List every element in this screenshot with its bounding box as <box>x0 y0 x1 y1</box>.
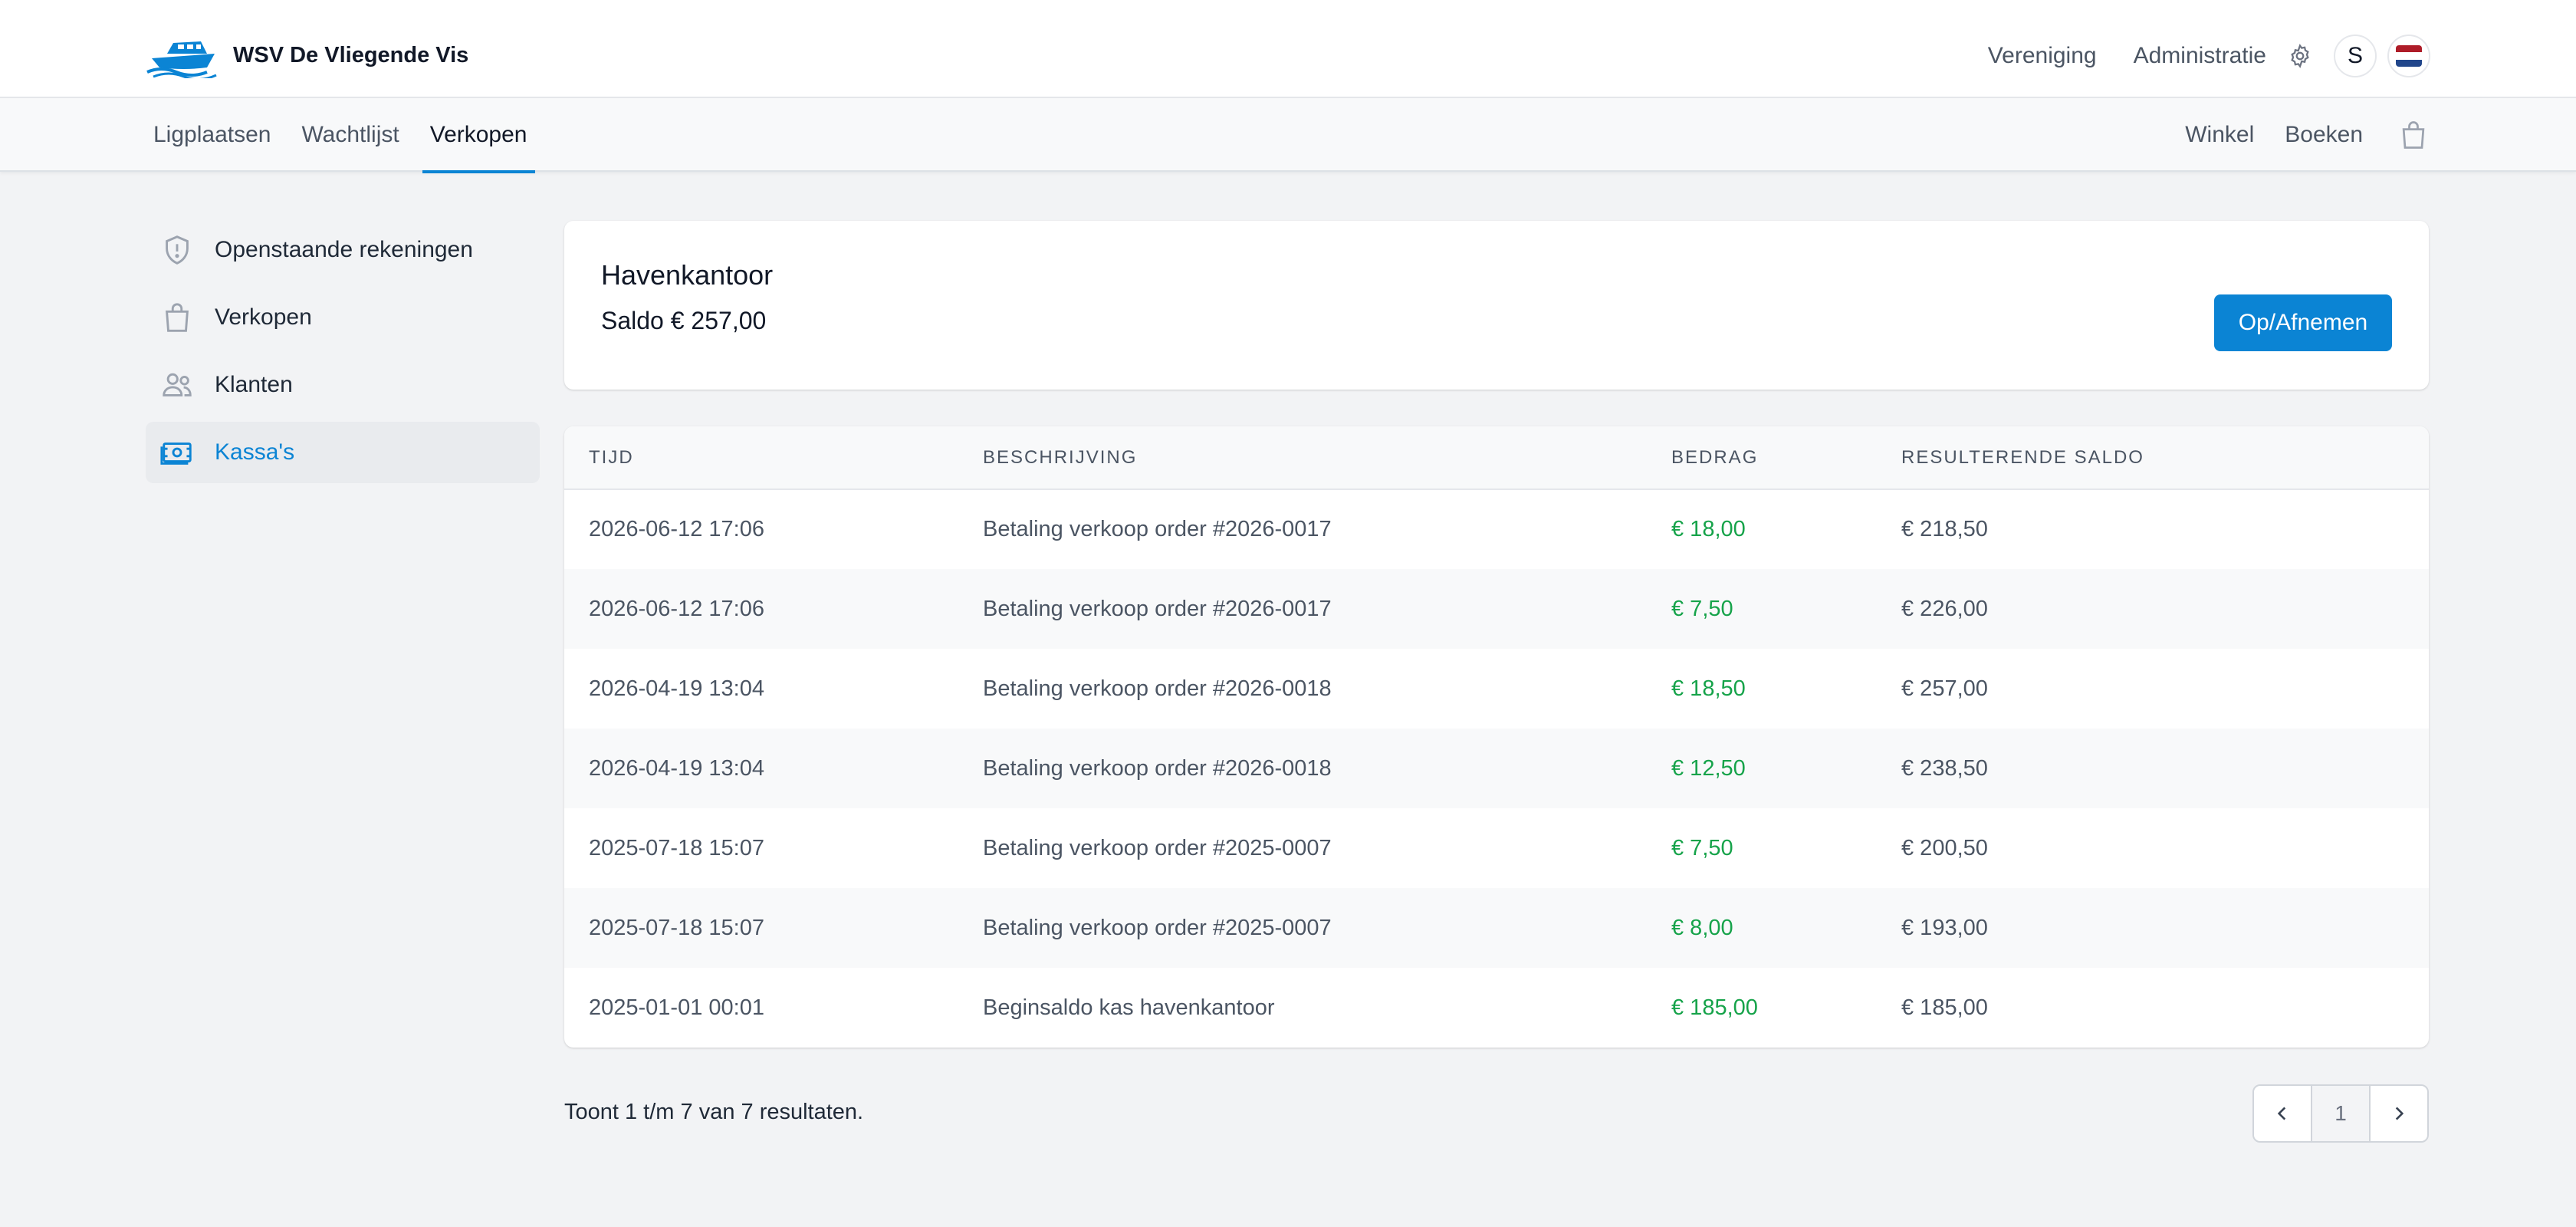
cell-beschrijving: Betaling verkoop order #2026-0017 <box>983 517 1332 541</box>
transactions-table: TIJD BESCHRIJVING BEDRAG RESULTERENDE SA… <box>564 426 2429 1048</box>
column-header-bedrag: BEDRAG <box>1671 446 1759 468</box>
top-nav: Vereniging Administratie S <box>1951 31 2430 81</box>
page-number-current[interactable]: 1 <box>2311 1086 2371 1141</box>
nav-link-winkel[interactable]: Winkel <box>2185 122 2255 147</box>
top-header: WSV De Vliegende Vis Vereniging Administ… <box>0 0 2576 98</box>
sub-navigation: Ligplaatsen Wachtlijst Verkopen Winkel B… <box>0 98 2576 173</box>
tab-wachtlijst[interactable]: Wachtlijst <box>301 122 399 147</box>
chevron-left-icon <box>2277 1107 2286 1120</box>
cell-bedrag: € 18,00 <box>1671 517 1746 541</box>
cell-beschrijving: Betaling verkoop order #2026-0018 <box>983 755 1332 781</box>
cell-resulterende-saldo: € 200,50 <box>1901 835 1988 860</box>
cell-resulterende-saldo: € 226,00 <box>1901 596 1988 621</box>
tab-verkopen[interactable]: Verkopen <box>422 98 535 173</box>
kassa-saldo: Saldo € 257,00 <box>601 307 767 334</box>
nav-link-boeken[interactable]: Boeken <box>2285 122 2363 147</box>
cell-resulterende-saldo: € 218,50 <box>1901 517 1988 541</box>
cell-bedrag: € 7,50 <box>1671 596 1733 621</box>
brand-name: WSV De Vliegende Vis <box>233 42 469 67</box>
chevron-right-icon <box>2395 1107 2404 1120</box>
cell-bedrag: € 18,50 <box>1671 676 1746 701</box>
cell-beschrijving: Betaling verkoop order #2026-0018 <box>983 676 1332 701</box>
users-icon <box>163 373 192 396</box>
table-row: 2025-07-18 15:07 Betaling verkoop order … <box>564 888 2429 968</box>
sidebar-item-label: Verkopen <box>215 304 312 330</box>
cell-resulterende-saldo: € 238,50 <box>1901 755 1988 781</box>
cell-bedrag: € 185,00 <box>1671 995 1758 1020</box>
table-row: 2026-04-19 13:04 Betaling verkoop order … <box>564 729 2429 808</box>
sidebar-item-label: Klanten <box>215 372 293 397</box>
boat-logo-icon <box>146 41 217 78</box>
shield-exclamation-icon <box>166 235 189 265</box>
next-page-button[interactable] <box>2371 1086 2427 1141</box>
cell-resulterende-saldo: € 257,00 <box>1901 676 1988 701</box>
op-afnemen-button[interactable]: Op/Afnemen <box>2214 294 2392 351</box>
table-row: 2026-06-12 17:06 Betaling verkoop order … <box>564 569 2429 649</box>
sidebar-item-openstaande-rekeningen[interactable]: Openstaande rekeningen <box>146 219 540 281</box>
nav-link-administratie[interactable]: Administratie <box>2133 43 2266 68</box>
nav-link-vereniging[interactable]: Vereniging <box>1987 43 2097 68</box>
shopping-bag-icon <box>166 303 189 332</box>
cell-tijd: 2025-01-01 00:01 <box>589 995 764 1020</box>
transactions-table-card: TIJD BESCHRIJVING BEDRAG RESULTERENDE SA… <box>564 426 2429 1048</box>
cash-icon <box>160 442 192 465</box>
sidebar-item-klanten[interactable]: Klanten <box>146 354 540 416</box>
cell-beschrijving: Betaling verkoop order #2025-0007 <box>983 835 1332 860</box>
avatar[interactable]: S <box>2334 35 2377 77</box>
cell-beschrijving: Betaling verkoop order #2026-0017 <box>983 596 1332 621</box>
cell-bedrag: € 12,50 <box>1671 755 1746 781</box>
column-header-tijd: TIJD <box>589 446 634 468</box>
cell-beschrijving: Betaling verkoop order #2025-0007 <box>983 915 1332 940</box>
table-row: 2025-01-01 00:01 Beginsaldo kas havenkan… <box>564 968 2429 1048</box>
gear-icon[interactable] <box>2286 42 2314 70</box>
table-row: 2025-07-18 15:07 Betaling verkoop order … <box>564 808 2429 888</box>
sidebar-item-kassas[interactable]: Kassa's <box>146 422 540 483</box>
language-switcher[interactable] <box>2387 35 2430 77</box>
cell-tijd: 2026-04-19 13:04 <box>589 755 764 781</box>
cell-bedrag: € 8,00 <box>1671 915 1733 940</box>
results-summary: Toont 1 t/m 7 van 7 resultaten. <box>564 1100 864 1124</box>
sidebar: Openstaande rekeningen Verkopen Klanten … <box>146 219 540 489</box>
cell-resulterende-saldo: € 185,00 <box>1901 995 1988 1020</box>
brand[interactable]: WSV De Vliegende Vis <box>146 32 468 78</box>
sidebar-item-verkopen[interactable]: Verkopen <box>146 287 540 348</box>
column-header-beschrijving: BESCHRIJVING <box>983 446 1138 468</box>
nl-flag-icon <box>2396 45 2422 67</box>
cell-beschrijving: Beginsaldo kas havenkantoor <box>983 995 1275 1020</box>
table-row: 2026-06-12 17:06 Betaling verkoop order … <box>564 489 2429 569</box>
pagination: 1 <box>2252 1084 2429 1143</box>
cell-tijd: 2026-06-12 17:06 <box>589 596 764 621</box>
table-row: 2026-04-19 13:04 Betaling verkoop order … <box>564 649 2429 729</box>
previous-page-button[interactable] <box>2254 1086 2311 1141</box>
shopping-bag-icon[interactable] <box>2397 118 2430 152</box>
sidebar-item-label: Openstaande rekeningen <box>215 237 473 262</box>
cell-bedrag: € 7,50 <box>1671 835 1733 860</box>
cell-tijd: 2026-04-19 13:04 <box>589 676 764 701</box>
cell-tijd: 2025-07-18 15:07 <box>589 915 764 940</box>
tab-ligplaatsen[interactable]: Ligplaatsen <box>153 122 271 147</box>
table-header-row: TIJD BESCHRIJVING BEDRAG RESULTERENDE SA… <box>564 426 2429 489</box>
kassa-title: Havenkantoor <box>601 259 774 291</box>
cell-resulterende-saldo: € 193,00 <box>1901 915 1988 940</box>
cell-tijd: 2026-06-12 17:06 <box>589 517 764 541</box>
kassa-summary-card: Havenkantoor Saldo € 257,00 Op/Afnemen <box>564 221 2429 390</box>
sidebar-item-label: Kassa's <box>215 439 295 465</box>
column-header-resulterende-saldo: RESULTERENDE SALDO <box>1901 446 2144 468</box>
cell-tijd: 2025-07-18 15:07 <box>589 835 764 860</box>
